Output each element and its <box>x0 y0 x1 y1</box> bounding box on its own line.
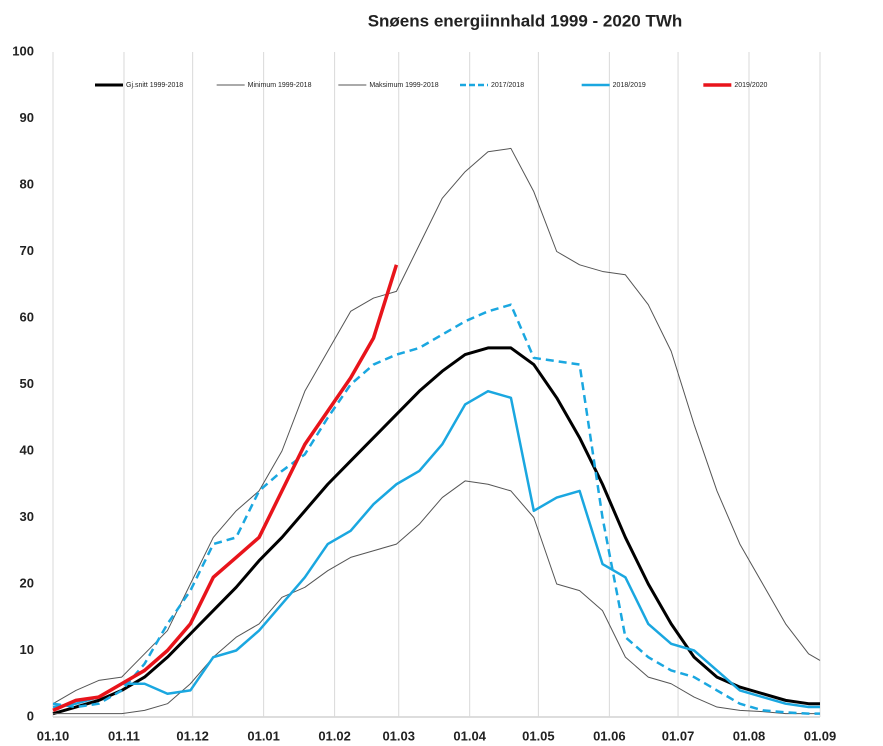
x-tick-label: 01.12 <box>176 728 209 743</box>
y-tick-label: 20 <box>20 575 34 590</box>
x-tick-label: 01.10 <box>37 728 70 743</box>
y-tick-label: 100 <box>12 43 34 58</box>
x-tick-label: 01.06 <box>593 728 626 743</box>
y-tick-label: 90 <box>20 110 34 125</box>
x-tick-label: 01.05 <box>522 728 555 743</box>
x-tick-label: 01.03 <box>382 728 415 743</box>
y-tick-label: 40 <box>20 442 34 457</box>
y-tick-label: 0 <box>27 708 34 723</box>
line-series <box>52 147 821 705</box>
x-tick-label: 01.02 <box>318 728 351 743</box>
chart-title: Snøens energiinnhald 1999 - 2020 TWh <box>368 11 683 30</box>
line-series <box>53 480 820 715</box>
line-series <box>52 264 399 712</box>
y-tick-label: 80 <box>20 176 34 191</box>
line-series <box>52 303 820 715</box>
x-tick-label: 01.09 <box>804 728 837 743</box>
x-tick-label: 01.01 <box>247 728 280 743</box>
legend-label: 2017/2018 <box>491 82 524 89</box>
legend-label: Minimum 1999-2018 <box>248 82 312 89</box>
y-tick-label: 10 <box>20 642 34 657</box>
legend-label: Maksimum 1999-2018 <box>369 82 438 89</box>
line-series <box>52 346 820 716</box>
x-tick-label: 01.11 <box>108 728 140 743</box>
legend-label: Gj.snitt 1999-2018 <box>126 82 183 89</box>
y-tick-label: 30 <box>20 509 34 524</box>
legend-label: 2019/2020 <box>734 82 767 89</box>
y-tick-label: 50 <box>20 376 34 391</box>
y-tick-label: 70 <box>20 243 34 258</box>
x-tick-label: 01.07 <box>662 728 695 743</box>
y-tick-label: 60 <box>20 309 34 324</box>
line-series <box>52 389 820 709</box>
x-tick-label: 01.04 <box>453 728 486 743</box>
legend-label: 2018/2019 <box>613 82 646 89</box>
x-tick-label: 01.08 <box>733 728 766 743</box>
